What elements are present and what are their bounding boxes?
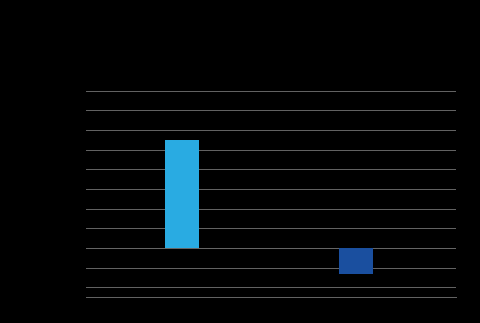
Bar [165,140,200,248]
Bar [338,248,373,274]
